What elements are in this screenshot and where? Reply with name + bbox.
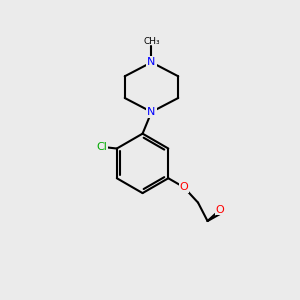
- Text: N: N: [147, 57, 156, 67]
- Text: CH₃: CH₃: [143, 37, 160, 46]
- Text: O: O: [216, 205, 224, 214]
- Text: O: O: [179, 182, 188, 192]
- Text: N: N: [147, 107, 156, 117]
- Text: Cl: Cl: [97, 142, 107, 152]
